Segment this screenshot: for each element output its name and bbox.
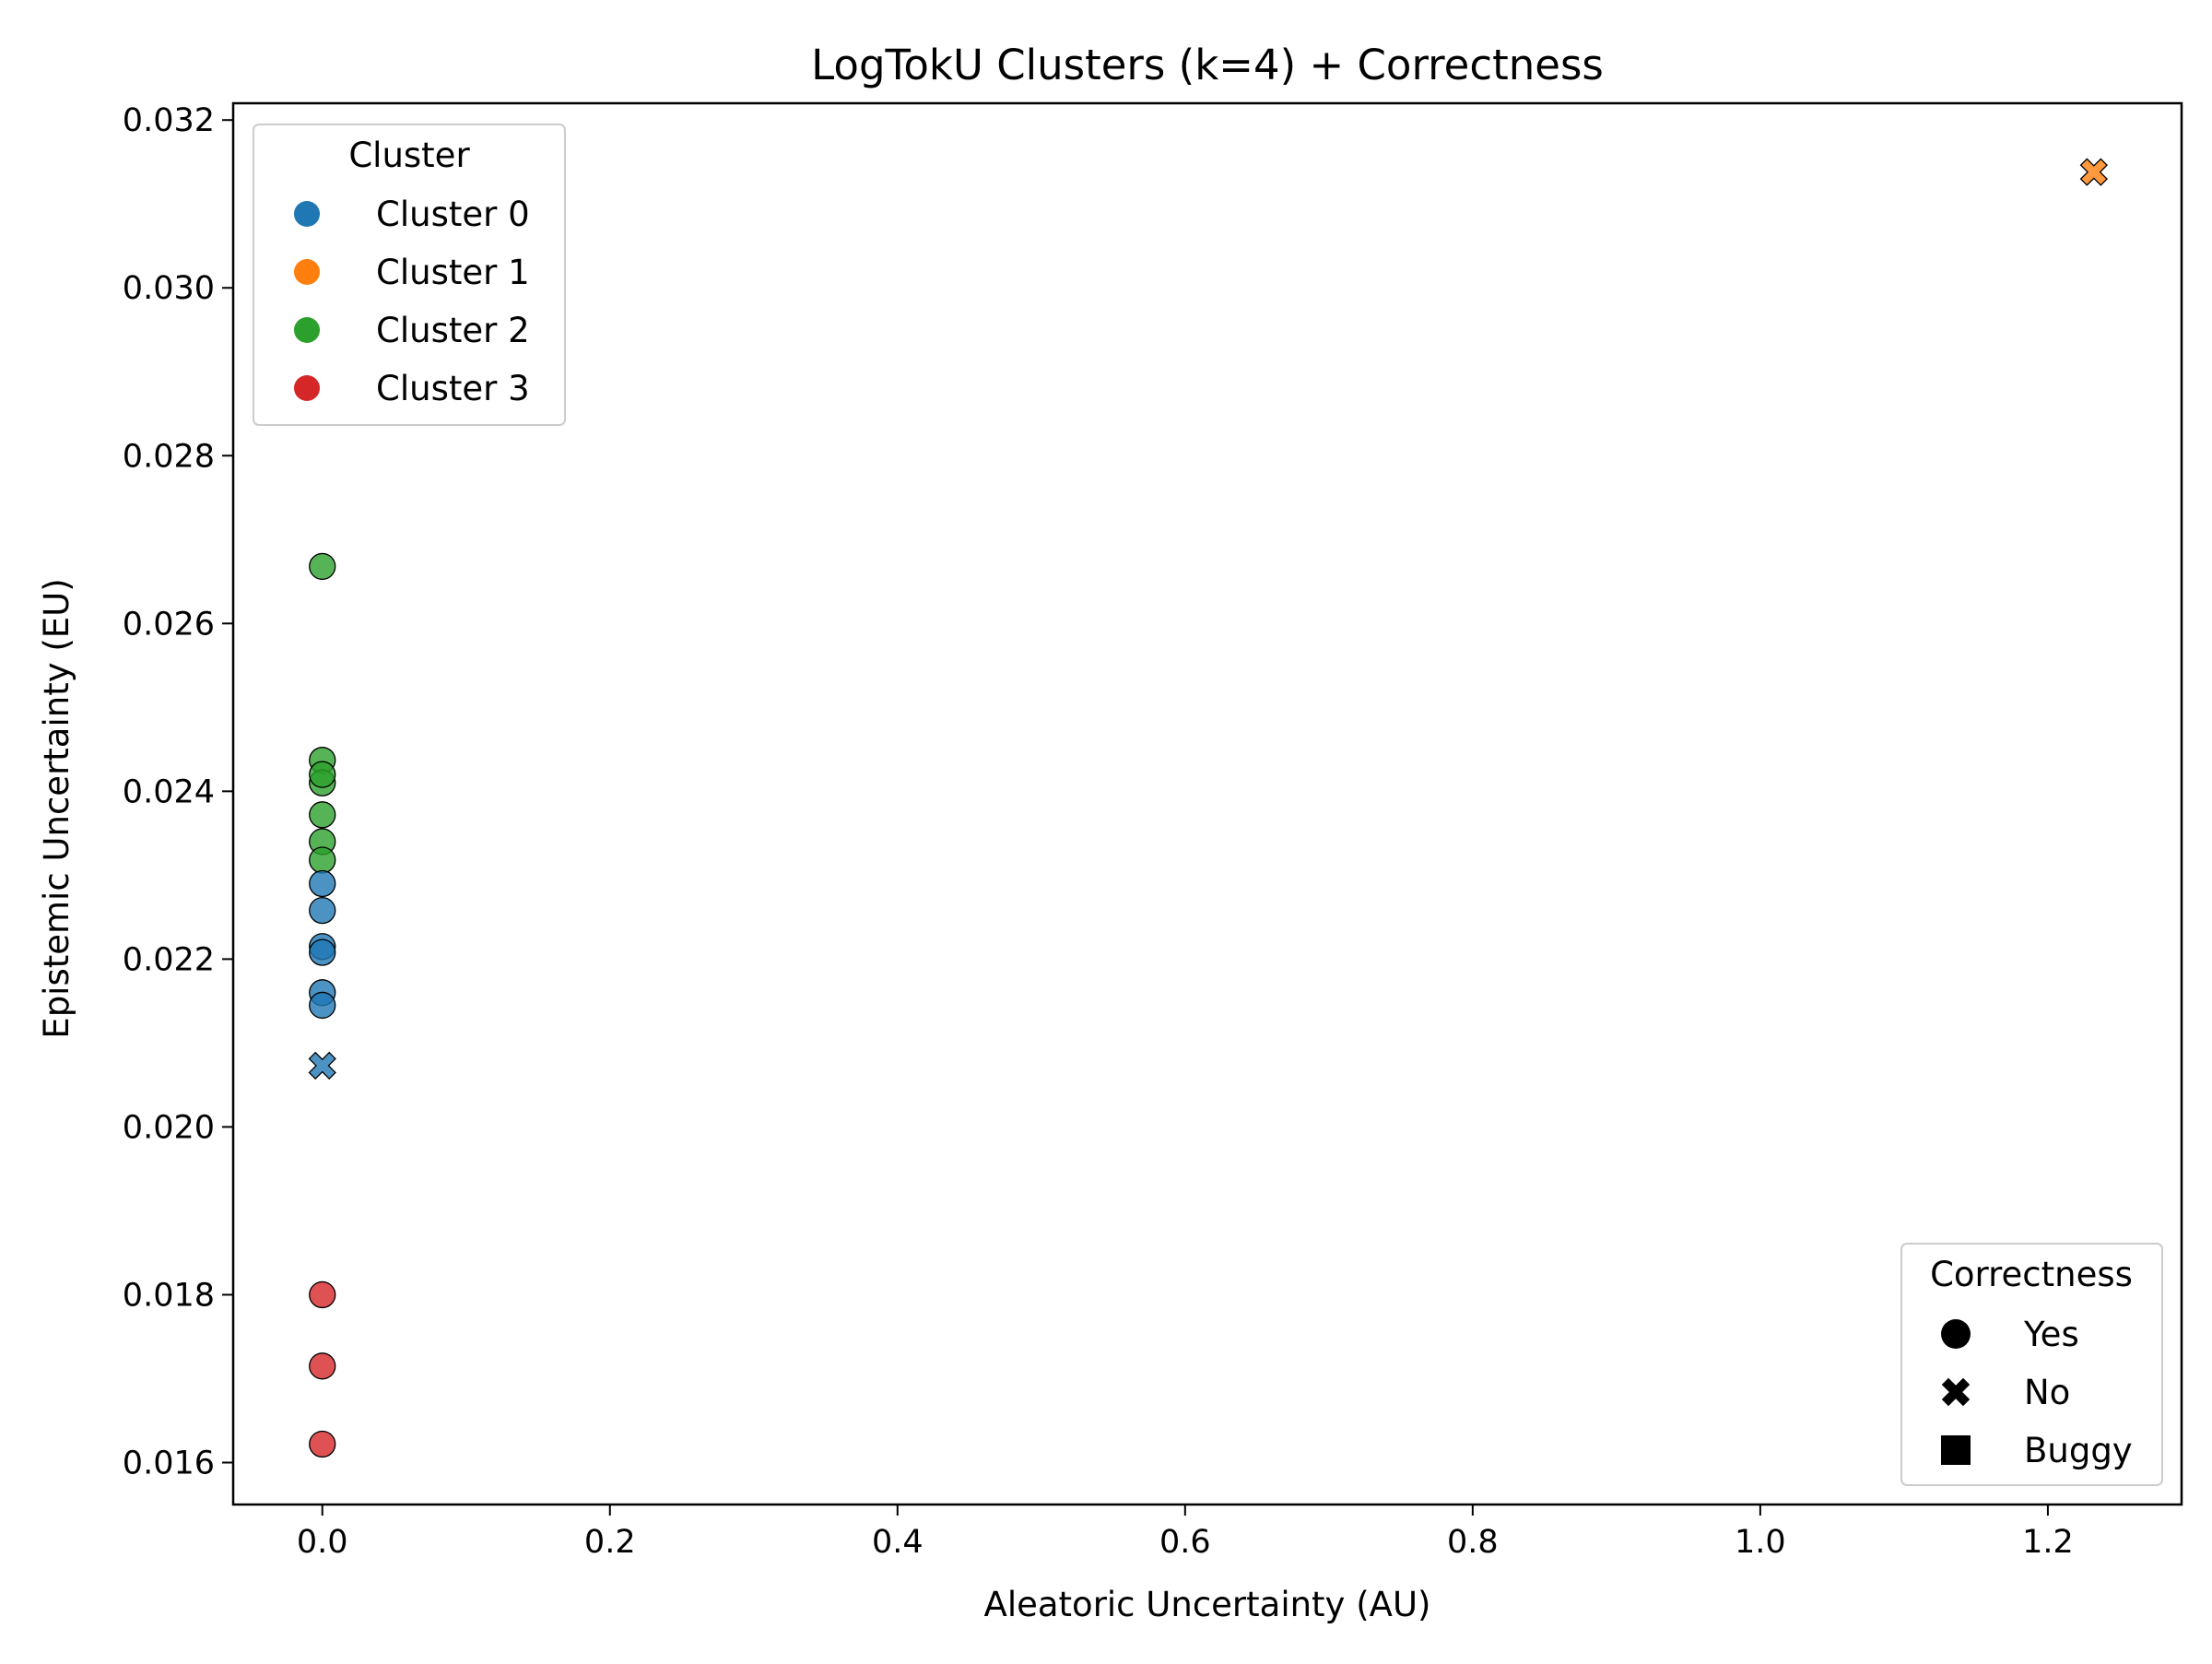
cluster-legend-label: Cluster 0 [376, 195, 530, 234]
x-tick-label: 0.6 [1159, 1524, 1211, 1561]
correctness-legend-marker [1941, 1377, 1971, 1407]
y-tick-label: 0.032 [123, 102, 215, 139]
data-point [309, 1352, 336, 1380]
correctness-legend-label: No [2024, 1373, 2070, 1412]
correctness-legend: Correctness Yes No Buggy [1900, 1243, 2163, 1486]
x-tick-label: 1.2 [2022, 1524, 2074, 1561]
cluster-legend-label: Cluster 1 [376, 253, 530, 292]
data-point [309, 938, 336, 966]
x-axis-label: Aleatoric Uncertainty (AU) [984, 1585, 1431, 1624]
y-tick-label: 0.020 [123, 1109, 215, 1146]
y-axis-label: Epistemic Uncertainty (EU) [37, 578, 76, 1038]
data-point [309, 761, 336, 788]
points-layer [308, 158, 2108, 1458]
y-tick-label: 0.016 [123, 1445, 215, 1481]
cluster-legend-swatch [294, 375, 320, 401]
correctness-legend-label: Buggy [2024, 1431, 2133, 1470]
data-point [309, 1430, 336, 1458]
y-tick-label: 0.024 [123, 773, 215, 810]
x-tick-label: 0.2 [584, 1524, 636, 1561]
x-tick-label: 0.4 [872, 1524, 924, 1561]
x-tick-label: 0.8 [1447, 1524, 1499, 1561]
y-axis: 0.016 0.018 0.020 0.022 0.024 0.026 0.028 0.030… [123, 102, 233, 1481]
data-point [309, 552, 336, 581]
correctness-legend-marker [1941, 1319, 1971, 1349]
cluster-legend-label: Cluster 3 [376, 369, 530, 408]
correctness-legend-marker [1941, 1435, 1971, 1465]
y-tick-label: 0.022 [123, 941, 215, 978]
correctness-legend-title: Correctness [1930, 1255, 2133, 1294]
data-point [308, 1051, 336, 1080]
chart-title: LogTokU Clusters (k=4) + Correctness [811, 41, 1604, 89]
cluster-legend-box [253, 124, 566, 426]
cluster-legend-label: Cluster 2 [376, 311, 530, 350]
y-tick-label: 0.028 [123, 438, 215, 475]
cluster-legend-title: Cluster [348, 136, 470, 175]
cluster-legend-swatch [294, 201, 320, 227]
data-point [309, 991, 336, 1020]
x-tick-label: 1.0 [1735, 1524, 1786, 1561]
data-point [309, 846, 336, 874]
x-axis: 0.0 0.2 0.4 0.6 0.8 1.0 1.2 [297, 1505, 2074, 1561]
x-tick-label: 0.0 [297, 1524, 348, 1561]
y-tick-label: 0.018 [123, 1277, 215, 1314]
cluster-legend-swatch [294, 259, 320, 285]
correctness-legend-label: Yes [2023, 1315, 2079, 1354]
data-point [2079, 158, 2108, 186]
correctness-legend-box [1900, 1243, 2163, 1486]
cluster-legend-swatch [294, 317, 320, 343]
y-tick-label: 0.026 [123, 606, 215, 643]
data-point [309, 801, 336, 829]
cluster-legend: Cluster Cluster 0 Cluster 1 Cluster 2 Cluste… [253, 124, 566, 426]
data-point [309, 896, 336, 925]
data-point [309, 1280, 336, 1309]
data-point [309, 869, 336, 898]
y-tick-label: 0.030 [123, 270, 215, 307]
